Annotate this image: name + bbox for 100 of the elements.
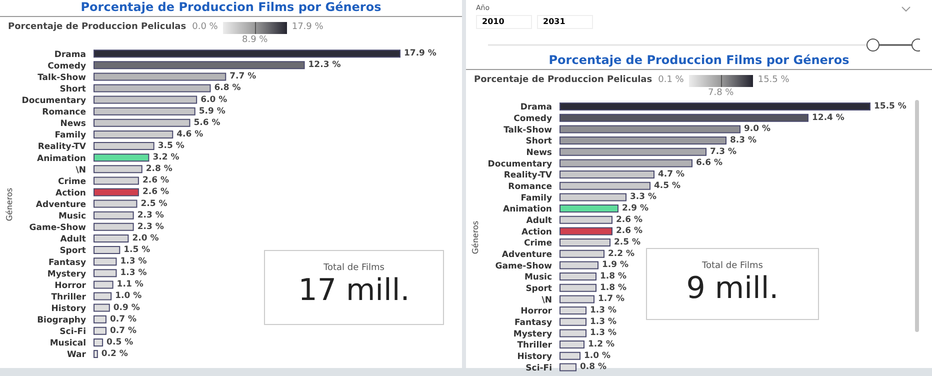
y-tick-label: Sci-Fi [526,363,552,374]
data-label: 1.3 % [120,256,148,267]
data-label: 1.1 % [116,280,144,290]
bar [94,338,104,346]
y-tick-label: Romance [508,182,552,192]
data-label: 2.6 % [616,226,644,236]
y-tick-label: Adventure [502,250,552,260]
y-tick-label: Action [522,227,552,238]
text: 7.8 % [708,88,734,98]
bar [94,211,134,220]
bar [560,284,596,292]
y-tick-label: Fantasy [514,318,552,328]
y-tick-label: Game-Show [29,223,86,234]
y-tick-label: Short [526,136,552,147]
y-tick-label: Talk-Show [504,125,552,136]
bar [94,154,150,162]
y-tick-label: Horror [54,280,87,291]
y-tick-label: Reality-TV [38,142,86,152]
data-label: 5.6 % [194,118,221,128]
data-label: 2.2 % [608,248,636,259]
bar [560,170,654,179]
y-tick-label: Adult [526,216,552,226]
data-label: 8.3 % [730,136,758,146]
data-label: 2.9 % [622,204,650,214]
bar [560,102,870,111]
data-label: 17.9 % [404,48,437,59]
chart-title: Porcentaje de Produccion Films por Géneros [0,0,462,17]
bar [560,238,610,247]
text: 2031 [537,15,593,29]
bar [94,50,400,58]
bar [560,329,586,338]
bar [94,350,98,358]
data-label: 3.2 % [152,152,180,163]
y-tick-label: Drama [54,50,86,60]
y-tick-label: History [51,304,86,314]
bar [560,363,576,372]
data-label: 4.6 % [176,129,204,140]
y-tick-label: Mystery [513,329,552,340]
y-tick-label: Animation [36,154,86,164]
y-tick-label: Sci-Fi [60,327,86,338]
bar [560,125,740,134]
data-label: 12.4 % [812,112,845,123]
bar [560,250,604,258]
y-tick-label: Comedy [514,114,552,124]
bar [560,114,808,122]
bar [94,61,305,70]
bar [94,72,226,81]
data-label: 1.3 % [590,328,618,338]
data-label: 4.5 % [654,180,682,191]
y-tick-label: Music [524,272,552,283]
text: 0.0 % [192,22,218,32]
y-axis-title: Géneros [6,187,15,221]
data-label: 2.6 % [616,214,644,225]
y-tick-label: Crime [524,238,552,249]
bar [560,306,586,315]
data-label: 2.8 % [146,164,173,174]
data-label: 1.3 % [590,316,618,327]
bar [94,176,139,185]
y-tick-label: Horror [520,306,553,317]
text: 8.9 % [242,35,268,45]
y-tick-label: Short [60,84,86,94]
bar [94,292,112,300]
bar [94,246,120,254]
annotation: Total de Films [701,261,764,271]
bar [94,200,138,208]
data-label: 1.9 % [602,260,630,270]
text: 2010 [476,15,532,29]
data-label: 0.7 % [110,314,137,324]
data-label: 5.9 % [198,106,226,116]
y-tick-label: History [517,352,552,362]
data-label: 7.7 % [230,72,257,82]
data-label: 6.6 % [696,158,724,168]
bar [560,182,650,190]
y-tick-label: Game-Show [495,261,552,272]
text: 15.5 % [758,75,790,85]
bar [94,234,129,242]
bar [94,165,142,174]
data-label: 6.0 % [200,94,228,105]
data-label: 1.7 % [598,294,626,304]
data-label: 0.5 % [106,337,134,348]
data-label: 1.8 % [600,282,628,293]
y-tick-label: Action [56,188,86,198]
bar [560,204,618,213]
y-tick-label: War [66,350,87,360]
data-label: 6.8 % [214,83,242,94]
data-label: 1.0 % [115,291,142,302]
y-tick-label: Crime [58,176,86,187]
y-tick-label: Romance [42,108,86,118]
bar [94,258,117,266]
y-tick-label: Thriller [51,292,87,302]
bar [560,352,580,360]
data-label: 9.0 % [744,124,772,134]
y-tick-label: Animation [502,204,552,215]
y-tick-label: Talk-Show [38,72,86,83]
data-label: 1.0 % [584,350,612,361]
data-label: 2.5 % [140,198,168,209]
y-tick-label: Documentary [488,159,552,170]
chart-title: Porcentaje de Produccion Films por Géneros [466,53,932,70]
bar [94,326,106,335]
y-tick-label: Comedy [48,61,86,72]
